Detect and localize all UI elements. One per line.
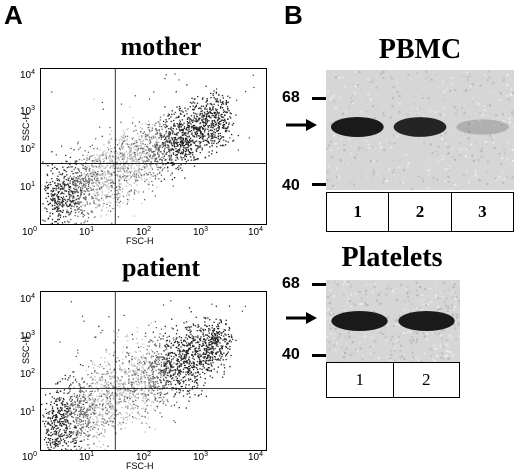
x-tick: 103 (193, 226, 209, 238)
mw-marker-40: 40 (282, 177, 300, 194)
y-tick: 101 (20, 406, 36, 418)
x-tick: 101 (79, 226, 95, 238)
panel-b-label: B (284, 0, 303, 30)
y-tick: 104 (20, 293, 36, 305)
panel-a-label: A (4, 0, 23, 30)
band-arrow-icon (286, 119, 317, 131)
blot-title-platelets: Platelets (341, 242, 443, 273)
mw-marker-68: 68 (282, 89, 300, 106)
mw-tick (312, 183, 326, 186)
gel-canvas-pbmc (326, 70, 514, 190)
scatter-canvas-mother (41, 69, 266, 224)
x-tick: 102 (136, 226, 152, 238)
lane-label: 1 (327, 363, 394, 397)
lane-label: 2 (422, 370, 431, 389)
y-tick: 103 (20, 105, 36, 117)
gel-band (393, 117, 447, 137)
lane-label: 2 (389, 193, 452, 231)
plot-title-mother: mother (120, 32, 202, 61)
x-tick: 104 (248, 451, 264, 463)
x-tick: 100 (22, 451, 38, 463)
gel-band (456, 119, 509, 135)
y-tick: 103 (20, 330, 36, 342)
blot-title-pbmc: PBMC (378, 34, 462, 65)
x-tick: 101 (79, 451, 95, 463)
mw-tick (312, 283, 326, 286)
x-tick: 104 (248, 226, 264, 238)
mw-tick (312, 97, 326, 100)
lane-label: 1 (327, 193, 390, 231)
gel-platelets (326, 280, 460, 362)
x-tick: 103 (193, 451, 209, 463)
scatter-plot-mother (40, 68, 267, 225)
gel-band (398, 311, 455, 331)
y-tick: 104 (20, 69, 36, 81)
x-tick: 102 (136, 451, 152, 463)
scatter-dots (42, 73, 255, 224)
x-tick: 100 (22, 226, 38, 238)
band-arrow-icon (286, 312, 317, 324)
mw-tick (312, 354, 326, 357)
y-tick: 101 (20, 181, 36, 193)
gel-pbmc (326, 70, 514, 190)
gel-band (331, 117, 384, 137)
plot-title-patient: patient (122, 253, 200, 282)
scatter-dots (41, 300, 246, 450)
y-tick: 102 (20, 368, 36, 380)
mw-marker-40: 40 (282, 346, 300, 363)
mw-marker-68: 68 (282, 275, 300, 292)
scatter-plot-patient (40, 291, 267, 451)
gel-canvas-platelets (326, 280, 460, 362)
gel-band (331, 311, 388, 331)
x-axis-label-patient: FSC-H (126, 461, 154, 471)
lane-label: 3 (478, 202, 487, 221)
x-axis-label-mother: FSC-H (126, 236, 154, 246)
scatter-canvas-patient (41, 292, 266, 450)
lane-labels-platelets: 1 2 (326, 362, 460, 398)
lane-labels-pbmc: 1 2 3 (326, 192, 514, 232)
y-tick: 102 (20, 143, 36, 155)
